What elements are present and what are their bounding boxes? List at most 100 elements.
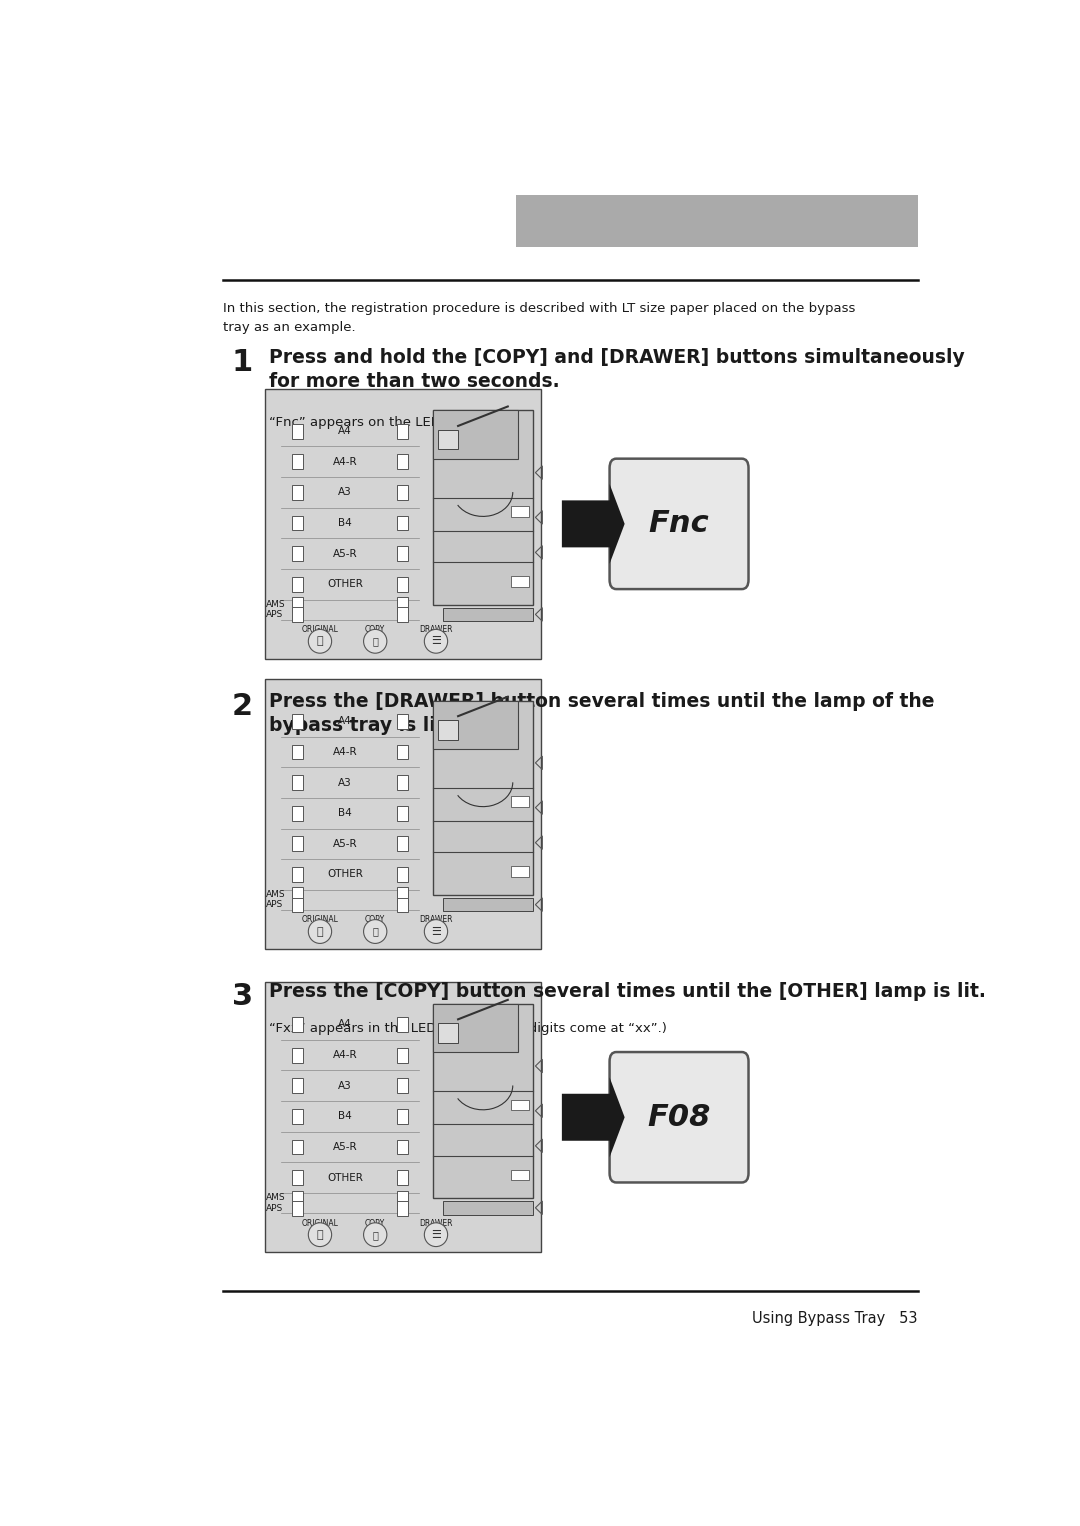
Text: “Fxx” appears in the LED display. (Two digits come at “xx”.): “Fxx” appears in the LED display. (Two d… <box>269 1022 666 1035</box>
FancyBboxPatch shape <box>397 1109 408 1123</box>
Text: Press the [COPY] button several times until the [OTHER] lamp is lit.: Press the [COPY] button several times un… <box>269 983 986 1001</box>
Text: F08: F08 <box>647 1103 711 1132</box>
Text: 3: 3 <box>231 983 253 1012</box>
Text: 📄: 📄 <box>373 926 378 937</box>
FancyBboxPatch shape <box>433 700 517 749</box>
Text: A3: A3 <box>338 1080 352 1091</box>
FancyBboxPatch shape <box>397 1190 408 1206</box>
Polygon shape <box>562 1077 624 1157</box>
Text: ☰: ☰ <box>431 636 441 647</box>
Text: ORIGINAL: ORIGINAL <box>301 626 338 635</box>
FancyBboxPatch shape <box>438 1024 458 1042</box>
Text: Press and hold the [COPY] and [DRAWER] buttons simultaneously
for more than two : Press and hold the [COPY] and [DRAWER] b… <box>269 348 964 391</box>
Text: DRAWER: DRAWER <box>419 916 453 925</box>
Text: Using Bypass Tray   53: Using Bypass Tray 53 <box>752 1311 918 1326</box>
Text: “Fnc” appears on the LED display.: “Fnc” appears on the LED display. <box>269 415 495 429</box>
Text: DRAWER: DRAWER <box>419 1219 453 1227</box>
FancyBboxPatch shape <box>433 1004 532 1198</box>
FancyBboxPatch shape <box>443 897 532 911</box>
FancyBboxPatch shape <box>397 806 408 821</box>
FancyBboxPatch shape <box>293 836 303 852</box>
Text: AMS: AMS <box>266 890 286 899</box>
Ellipse shape <box>424 629 447 653</box>
Text: OTHER: OTHER <box>327 1172 363 1183</box>
FancyBboxPatch shape <box>265 983 541 1253</box>
Ellipse shape <box>308 920 332 943</box>
FancyBboxPatch shape <box>293 714 303 729</box>
FancyBboxPatch shape <box>293 577 303 592</box>
FancyBboxPatch shape <box>609 1051 748 1183</box>
FancyBboxPatch shape <box>397 546 408 562</box>
FancyBboxPatch shape <box>265 389 541 659</box>
FancyBboxPatch shape <box>293 888 303 902</box>
FancyBboxPatch shape <box>293 455 303 468</box>
Text: OTHER: OTHER <box>327 870 363 879</box>
FancyBboxPatch shape <box>293 1079 303 1093</box>
Text: DRAWER: DRAWER <box>419 626 453 635</box>
Polygon shape <box>562 484 624 563</box>
Ellipse shape <box>364 1222 387 1247</box>
Text: APS: APS <box>266 1204 283 1213</box>
FancyBboxPatch shape <box>433 1004 517 1053</box>
FancyBboxPatch shape <box>397 745 408 760</box>
Text: 2: 2 <box>231 691 253 720</box>
Text: ORIGINAL: ORIGINAL <box>301 916 338 925</box>
Text: 🖺: 🖺 <box>316 636 323 647</box>
Ellipse shape <box>364 629 387 653</box>
Text: A4-R: A4-R <box>333 456 357 467</box>
Text: 🖺: 🖺 <box>316 926 323 937</box>
FancyBboxPatch shape <box>293 597 303 612</box>
FancyBboxPatch shape <box>293 1140 303 1155</box>
Text: A4: A4 <box>338 426 352 436</box>
FancyBboxPatch shape <box>397 455 408 468</box>
FancyBboxPatch shape <box>433 410 517 459</box>
Text: Fnc: Fnc <box>649 510 710 539</box>
FancyBboxPatch shape <box>397 888 408 902</box>
FancyBboxPatch shape <box>293 1201 303 1216</box>
FancyBboxPatch shape <box>397 1201 408 1216</box>
FancyBboxPatch shape <box>293 485 303 501</box>
FancyBboxPatch shape <box>293 867 303 882</box>
Text: B4: B4 <box>338 809 352 818</box>
Text: B4: B4 <box>338 517 352 528</box>
Text: A3: A3 <box>338 778 352 787</box>
Text: APS: APS <box>266 900 283 909</box>
FancyBboxPatch shape <box>293 775 303 790</box>
Text: A4: A4 <box>338 716 352 726</box>
FancyBboxPatch shape <box>511 507 529 517</box>
FancyBboxPatch shape <box>443 607 532 621</box>
Text: OTHER: OTHER <box>327 580 363 589</box>
Text: A5-R: A5-R <box>333 549 357 559</box>
Text: 📄: 📄 <box>373 636 378 647</box>
Text: 🖺: 🖺 <box>316 1230 323 1239</box>
FancyBboxPatch shape <box>397 1048 408 1062</box>
FancyBboxPatch shape <box>397 424 408 438</box>
FancyBboxPatch shape <box>438 720 458 740</box>
Text: ☰: ☰ <box>431 926 441 937</box>
FancyBboxPatch shape <box>433 700 532 896</box>
Text: A5-R: A5-R <box>333 1141 357 1152</box>
FancyBboxPatch shape <box>293 546 303 562</box>
Text: ORIGINAL: ORIGINAL <box>301 1219 338 1227</box>
Text: AMS: AMS <box>266 600 286 609</box>
FancyBboxPatch shape <box>293 1109 303 1123</box>
Ellipse shape <box>424 1222 447 1247</box>
FancyBboxPatch shape <box>397 485 408 501</box>
FancyBboxPatch shape <box>511 577 529 588</box>
FancyBboxPatch shape <box>511 797 529 807</box>
Text: COPY: COPY <box>365 916 386 925</box>
Ellipse shape <box>308 629 332 653</box>
Text: 📄: 📄 <box>373 1230 378 1239</box>
FancyBboxPatch shape <box>609 459 748 589</box>
FancyBboxPatch shape <box>397 867 408 882</box>
FancyBboxPatch shape <box>293 1048 303 1062</box>
FancyBboxPatch shape <box>397 836 408 852</box>
FancyBboxPatch shape <box>397 897 408 913</box>
Text: Press the [DRAWER] button several times until the lamp of the
bypass tray is lit: Press the [DRAWER] button several times … <box>269 691 934 736</box>
Text: APS: APS <box>266 610 283 620</box>
FancyBboxPatch shape <box>293 1190 303 1206</box>
Text: A3: A3 <box>338 487 352 497</box>
FancyBboxPatch shape <box>433 410 532 604</box>
FancyBboxPatch shape <box>516 195 918 247</box>
FancyBboxPatch shape <box>293 607 303 623</box>
